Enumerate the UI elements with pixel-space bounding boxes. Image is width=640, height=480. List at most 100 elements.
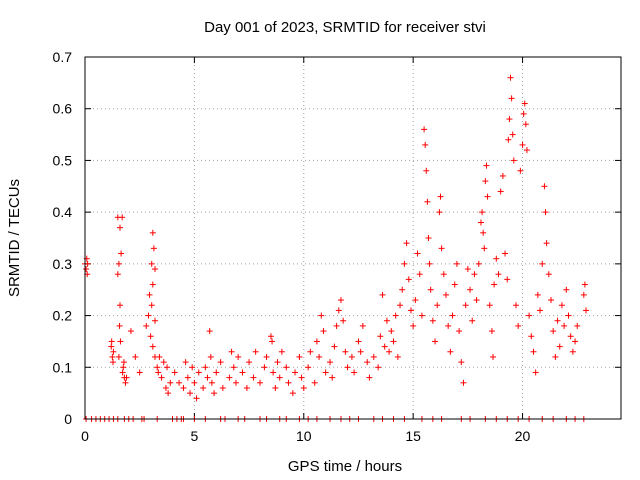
data-point xyxy=(116,322,123,329)
data-point xyxy=(333,322,340,329)
data-point xyxy=(427,286,434,293)
data-point xyxy=(117,302,124,309)
data-point xyxy=(495,271,502,278)
data-point xyxy=(437,193,444,200)
data-point xyxy=(285,379,292,386)
data-point xyxy=(565,312,572,319)
data-point xyxy=(567,333,574,340)
data-point xyxy=(543,240,550,247)
data-point xyxy=(239,369,246,376)
data-point xyxy=(246,359,253,366)
data-point xyxy=(424,198,431,205)
data-point xyxy=(508,95,515,102)
data-point xyxy=(154,364,161,371)
data-point xyxy=(117,224,124,231)
data-point xyxy=(149,229,156,236)
data-point xyxy=(272,384,279,391)
data-point xyxy=(200,384,207,391)
data-point xyxy=(191,379,198,386)
y-tick-label: 0.4 xyxy=(53,204,73,220)
data-point xyxy=(537,307,544,314)
data-point xyxy=(467,286,474,293)
data-point xyxy=(375,364,382,371)
data-point xyxy=(136,369,143,376)
data-point xyxy=(257,379,264,386)
data-points xyxy=(82,74,589,422)
data-point xyxy=(520,110,527,117)
data-point xyxy=(165,390,172,397)
y-axis-label: SRMTID / TECUs xyxy=(6,179,23,297)
data-point xyxy=(263,353,270,360)
data-point xyxy=(462,302,469,309)
data-point xyxy=(160,359,167,366)
data-point xyxy=(486,302,493,309)
data-point xyxy=(122,379,129,386)
data-point xyxy=(348,353,355,360)
data-point xyxy=(145,312,152,319)
data-point xyxy=(581,281,588,288)
y-tick-label: 0.5 xyxy=(53,152,73,168)
data-point xyxy=(207,353,214,360)
data-point xyxy=(542,209,549,216)
data-point xyxy=(497,188,504,195)
data-point xyxy=(208,379,215,386)
data-point xyxy=(292,369,299,376)
data-point xyxy=(366,374,373,381)
data-point xyxy=(110,348,117,355)
data-point xyxy=(464,266,471,273)
data-point xyxy=(155,369,162,376)
data-point xyxy=(517,167,524,174)
data-point xyxy=(357,348,364,355)
data-point xyxy=(429,317,436,324)
data-point xyxy=(359,322,366,329)
data-point xyxy=(152,317,159,324)
data-point xyxy=(410,322,417,329)
data-point xyxy=(445,322,452,329)
data-point xyxy=(322,369,329,376)
data-point xyxy=(491,281,498,288)
data-point xyxy=(481,245,488,252)
data-point xyxy=(276,374,283,381)
data-point xyxy=(119,214,126,221)
data-point xyxy=(109,353,116,360)
data-point xyxy=(532,369,539,376)
data-point xyxy=(539,260,546,267)
data-point xyxy=(456,328,463,335)
data-point xyxy=(506,116,513,123)
data-point xyxy=(507,74,514,81)
data-point xyxy=(228,348,235,355)
data-point xyxy=(300,384,307,391)
data-point xyxy=(434,302,441,309)
data-point xyxy=(436,209,443,216)
data-point xyxy=(451,281,458,288)
data-point xyxy=(403,240,410,247)
data-point xyxy=(305,364,312,371)
data-point xyxy=(217,359,224,366)
data-point xyxy=(117,338,124,345)
data-point xyxy=(84,260,91,267)
data-point xyxy=(442,291,449,298)
data-point xyxy=(377,333,384,340)
data-point xyxy=(449,312,456,319)
data-point xyxy=(184,374,191,381)
data-point xyxy=(120,359,127,366)
data-point xyxy=(418,312,425,319)
data-point xyxy=(505,136,512,143)
data-point xyxy=(148,260,155,267)
data-point xyxy=(243,384,250,391)
data-point xyxy=(267,333,274,340)
data-point xyxy=(556,343,563,350)
data-point xyxy=(337,297,344,304)
data-point xyxy=(407,307,414,314)
data-point xyxy=(206,328,213,335)
data-point xyxy=(311,379,318,386)
y-axis-ticks: 0 0.1 0.2 0.3 0.4 0.5 0.6 0.7 xyxy=(53,49,621,427)
y-tick-label: 0.3 xyxy=(53,256,73,272)
data-point xyxy=(115,260,122,267)
data-point xyxy=(164,364,171,371)
data-point xyxy=(187,390,194,397)
data-point xyxy=(127,328,134,335)
data-point xyxy=(482,178,489,185)
data-point xyxy=(83,266,90,273)
data-point xyxy=(250,374,257,381)
